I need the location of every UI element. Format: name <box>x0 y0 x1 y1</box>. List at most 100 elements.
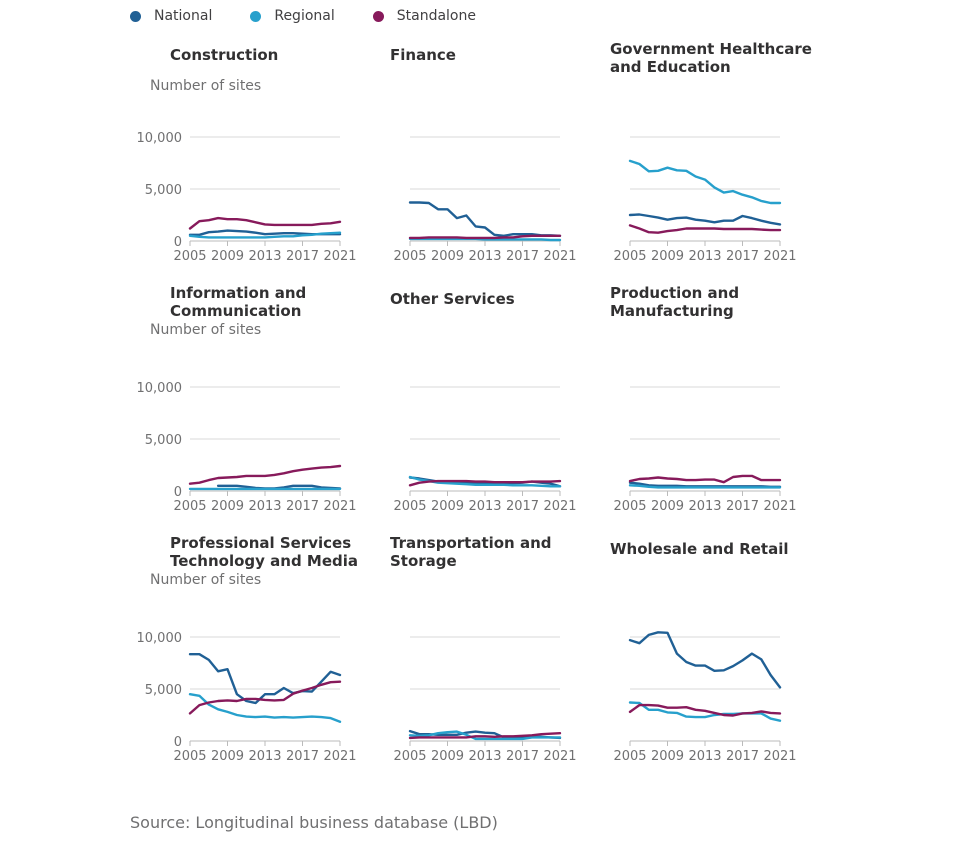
chart-finance: Finance 2005 2009 2013 2017 2021 <box>390 46 577 264</box>
chart-title: Wholesale and Retail <box>610 540 789 558</box>
series-line-national <box>628 213 782 226</box>
series-line-standalone <box>188 464 342 485</box>
x-tick-label: 2009 <box>431 249 464 264</box>
x-tick-label: 2021 <box>763 749 796 764</box>
chart-construction: Construction Number of sites 0 5,000 10,000 2… <box>137 46 357 264</box>
chart-information-and-communication: Information and Communication Number of si… <box>137 284 357 514</box>
legend-label-regional: Regional <box>274 8 335 24</box>
y-tick-label: 10,000 <box>137 131 183 146</box>
legend-label-national: National <box>154 8 213 24</box>
source-note: Source: Longitudinal business database (… <box>130 813 498 832</box>
series-line-standalone <box>628 224 782 234</box>
x-tick-label: 2021 <box>763 499 796 514</box>
x-tick-label: 2021 <box>543 749 576 764</box>
x-tick-label: 2021 <box>763 249 796 264</box>
series-line-regional <box>628 159 782 205</box>
x-tick-label: 2005 <box>173 249 206 264</box>
chart-title: Construction <box>170 46 278 64</box>
y-tick-label: 10,000 <box>137 381 183 396</box>
x-tick-label: 2009 <box>211 499 244 514</box>
series-line-standalone <box>188 680 342 715</box>
chart-transportation-and-storage: Transportation and Storage 2005 2009 2013 201… <box>390 534 577 764</box>
x-tick-label: 2005 <box>393 499 426 514</box>
x-tick-label: 2005 <box>393 249 426 264</box>
x-tick-label: 2021 <box>323 499 356 514</box>
y-tick-label: 5,000 <box>145 683 182 698</box>
x-tick-label: 2009 <box>651 249 684 264</box>
x-tick-label: 2013 <box>688 499 721 514</box>
x-tick-label: 2017 <box>726 499 759 514</box>
x-tick-label: 2005 <box>173 499 206 514</box>
y-tick-label: 0 <box>174 735 182 750</box>
x-tick-label: 2017 <box>286 749 319 764</box>
legend-item-national: National <box>130 8 212 24</box>
x-tick-label: 2009 <box>211 249 244 264</box>
x-tick-label: 2017 <box>506 499 539 514</box>
legend: National Regional Standalone <box>130 8 514 24</box>
series-line-regional <box>188 231 342 239</box>
x-tick-label: 2009 <box>651 749 684 764</box>
series-line-standalone <box>188 216 342 230</box>
series-line-national <box>408 201 562 237</box>
chart-wholesale-and-retail: Wholesale and Retail 2005 2009 2013 2017 2021 <box>610 540 797 764</box>
x-tick-label: 2013 <box>248 499 281 514</box>
series-line-regional <box>628 484 782 489</box>
y-axis-label: Number of sites <box>150 572 261 588</box>
legend-item-standalone: Standalone <box>372 8 476 24</box>
series-line-standalone <box>628 703 782 717</box>
x-tick-label: 2005 <box>393 749 426 764</box>
x-tick-label: 2017 <box>286 499 319 514</box>
series-line-standalone <box>408 479 562 487</box>
chart-title: Finance <box>390 46 456 64</box>
y-axis-label: Number of sites <box>150 322 261 338</box>
chart-title: Other Services <box>390 290 515 308</box>
x-tick-label: 2013 <box>248 249 281 264</box>
series-line-regional <box>188 693 342 723</box>
x-tick-label: 2013 <box>248 749 281 764</box>
legend-swatch-national <box>130 10 141 22</box>
x-tick-label: 2021 <box>323 249 356 264</box>
x-tick-label: 2005 <box>613 749 646 764</box>
chart-production-and-manufacturing: Production and Manufacturing 2005 2009 2013 2… <box>610 284 797 514</box>
x-tick-label: 2017 <box>506 749 539 764</box>
series-line-national <box>188 653 342 705</box>
y-tick-label: 5,000 <box>145 183 182 198</box>
x-tick-label: 2021 <box>543 249 576 264</box>
x-tick-label: 2013 <box>688 749 721 764</box>
x-tick-label: 2021 <box>323 749 356 764</box>
chart-title: Professional Services Technology and Medi… <box>170 534 358 570</box>
chart-title: Government Healthcare and Education <box>610 40 812 76</box>
x-tick-label: 2021 <box>543 499 576 514</box>
y-tick-label: 0 <box>174 485 182 500</box>
series-line-standalone <box>408 732 562 740</box>
series-line-regional <box>408 730 562 741</box>
x-tick-label: 2009 <box>651 499 684 514</box>
x-tick-label: 2013 <box>468 749 501 764</box>
series-line-standalone <box>408 234 562 240</box>
chart-title: Information and Communication <box>170 284 306 320</box>
x-tick-label: 2013 <box>468 249 501 264</box>
chart-other-services: Other Services 2005 2009 2013 2017 2021 <box>390 290 577 514</box>
y-axis-label: Number of sites <box>150 78 261 94</box>
x-tick-label: 2013 <box>468 499 501 514</box>
x-tick-label: 2009 <box>211 749 244 764</box>
series-line-standalone <box>628 474 782 484</box>
legend-swatch-regional <box>250 10 262 22</box>
x-tick-label: 2005 <box>173 749 206 764</box>
x-tick-label: 2009 <box>431 499 464 514</box>
chart-government-healthcare-and-education: Government Healthcare and Education 2005 20… <box>610 40 812 264</box>
series-line-regional <box>408 237 562 242</box>
x-tick-label: 2005 <box>613 499 646 514</box>
x-tick-label: 2017 <box>286 249 319 264</box>
x-tick-label: 2017 <box>726 249 759 264</box>
x-tick-label: 2013 <box>688 249 721 264</box>
y-tick-label: 10,000 <box>137 631 183 646</box>
chart-title: Transportation and Storage <box>390 534 552 570</box>
legend-item-regional: Regional <box>250 8 335 24</box>
x-tick-label: 2009 <box>431 749 464 764</box>
y-tick-label: 0 <box>174 235 182 250</box>
y-tick-label: 5,000 <box>145 433 182 448</box>
charts-grid: Construction Number of sites 0 5,000 10,000 2… <box>137 40 812 764</box>
x-tick-label: 2017 <box>726 749 759 764</box>
